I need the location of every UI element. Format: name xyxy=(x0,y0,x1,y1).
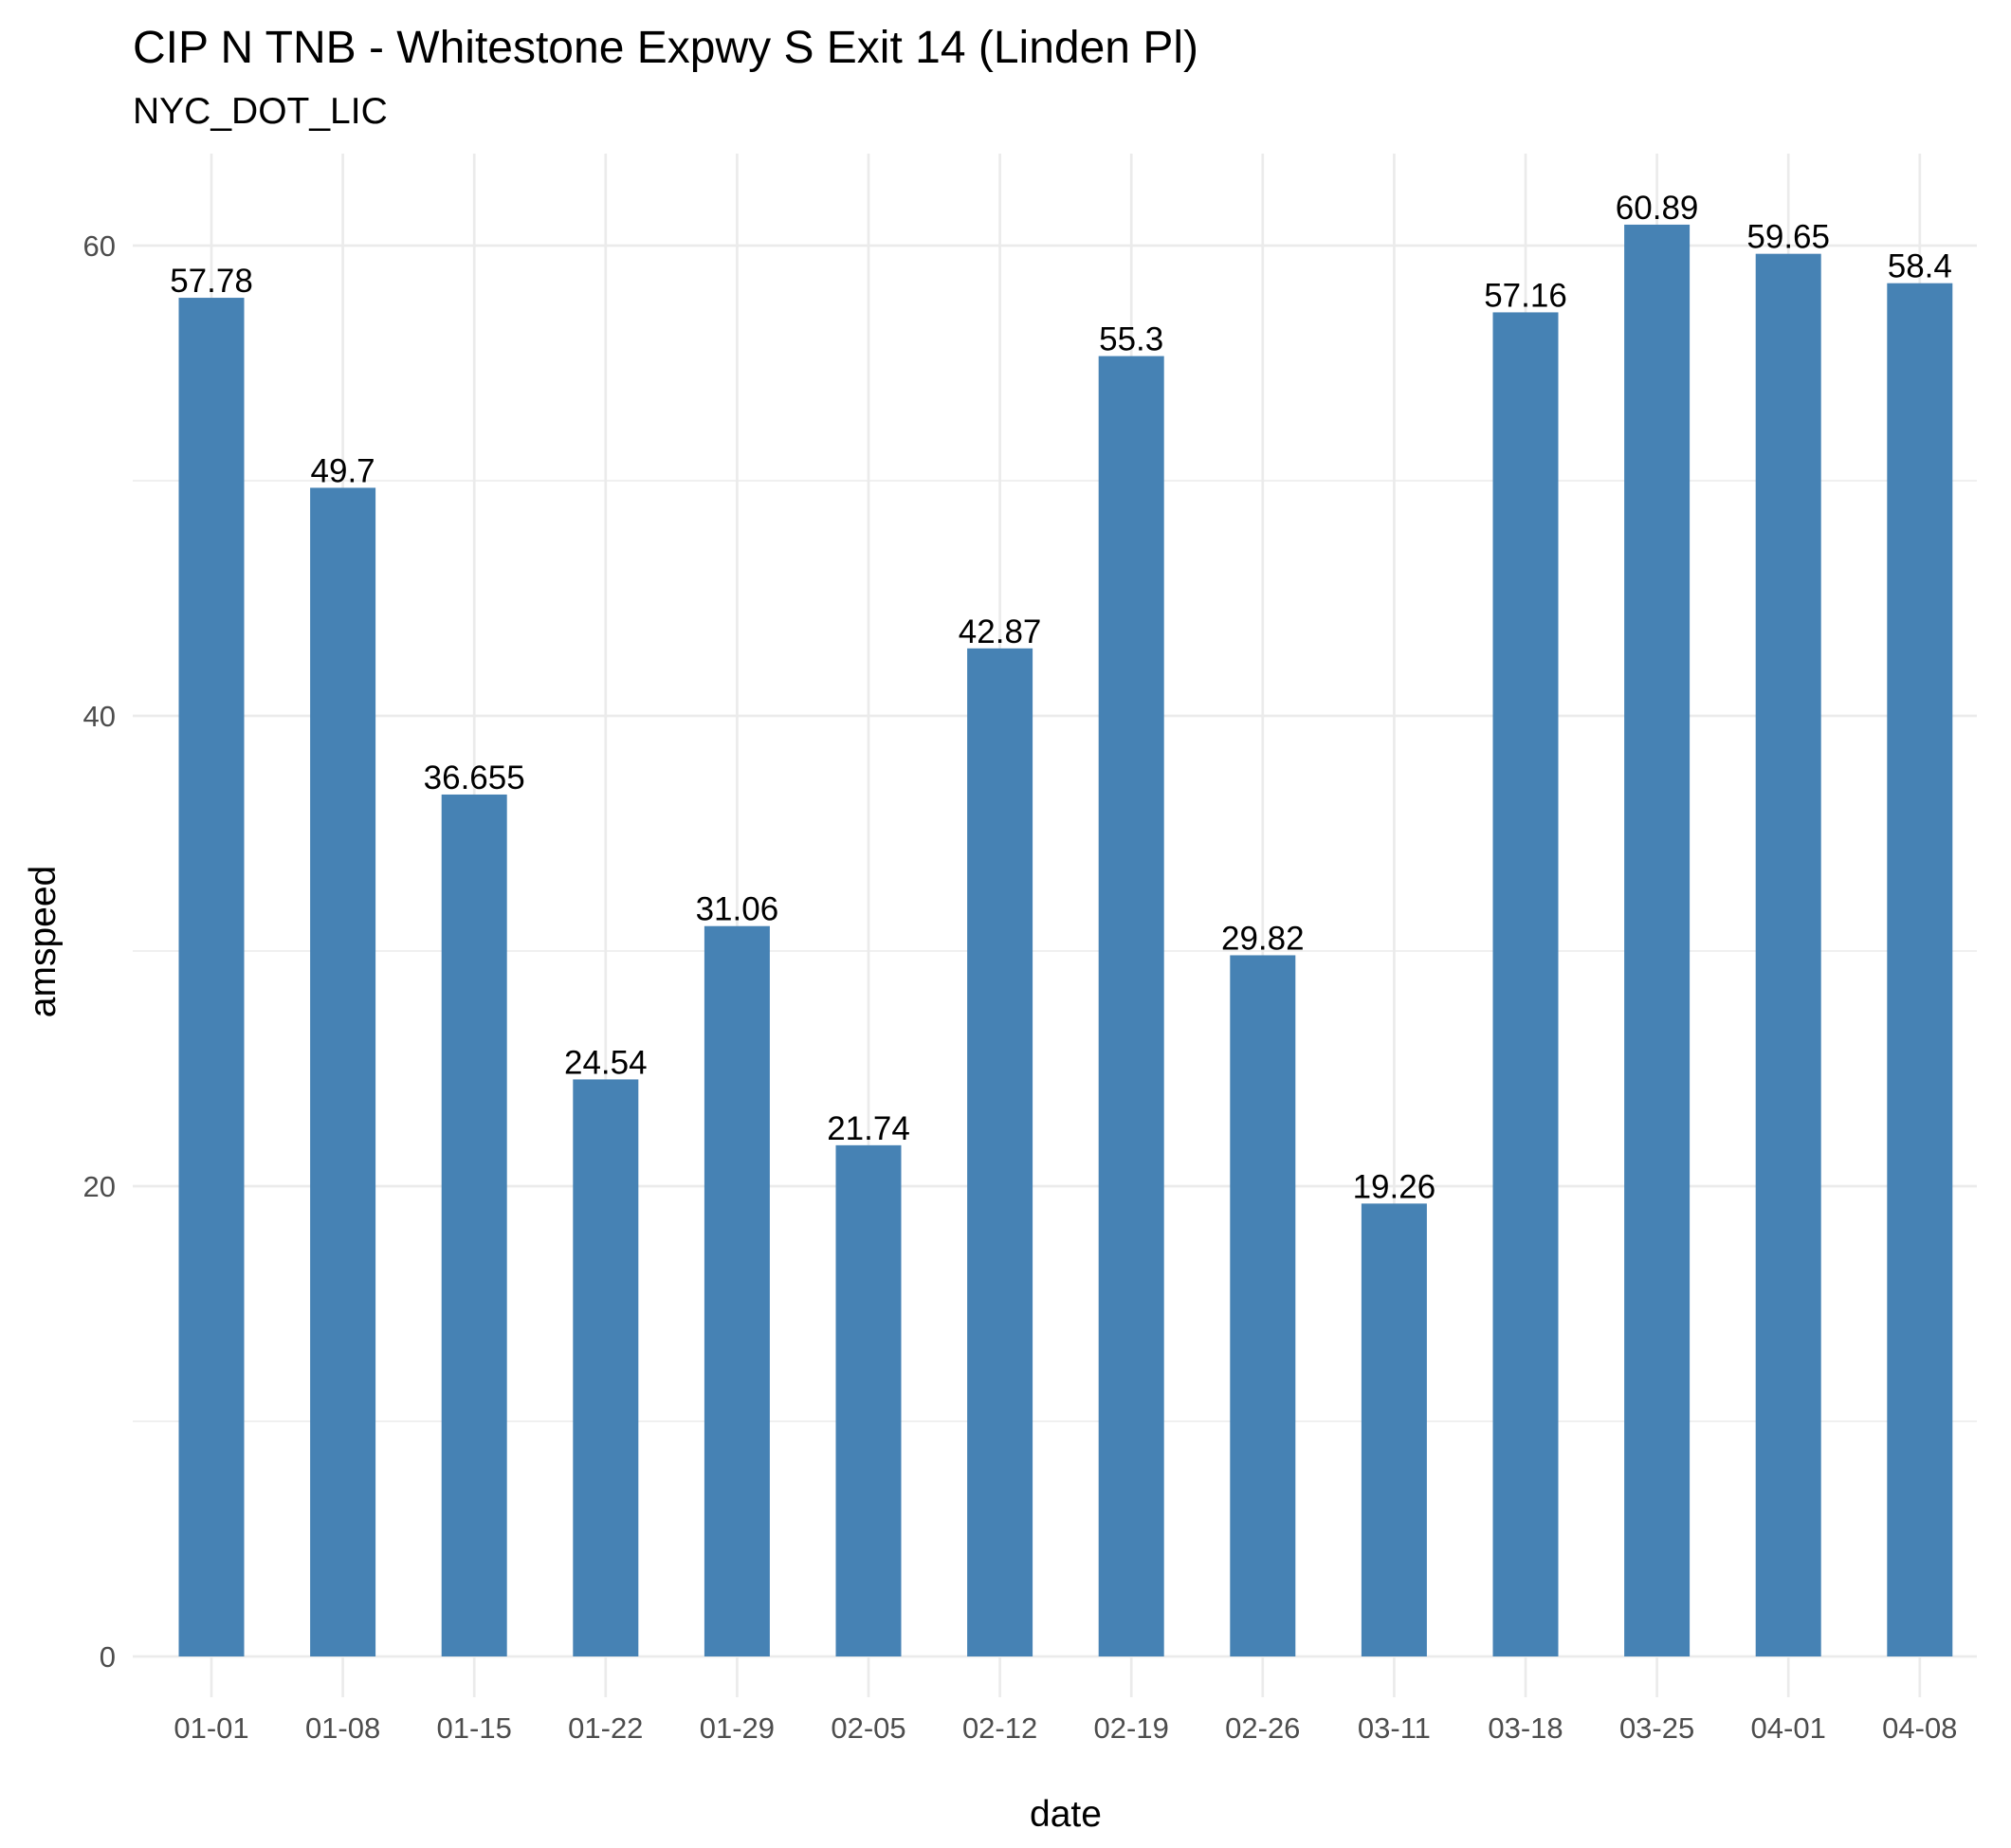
x-tick-label: 02-19 xyxy=(1094,1711,1169,1745)
x-tick-label: 01-01 xyxy=(174,1711,248,1745)
bar-02-19 xyxy=(1098,356,1164,1656)
x-tick-label: 02-26 xyxy=(1225,1711,1300,1745)
x-tick-label: 04-08 xyxy=(1882,1711,1957,1745)
data-label-02-05: 21.74 xyxy=(827,1110,910,1147)
x-tick-label: 01-29 xyxy=(700,1711,775,1745)
bar-03-18 xyxy=(1492,312,1559,1656)
data-label-03-11: 19.26 xyxy=(1353,1168,1436,1205)
bar-02-26 xyxy=(1230,955,1296,1656)
data-label-03-18: 57.16 xyxy=(1484,277,1567,314)
x-tick-label: 01-15 xyxy=(437,1711,512,1745)
y-tick-label: 0 xyxy=(100,1640,116,1674)
x-tick-label: 02-12 xyxy=(962,1711,1037,1745)
x-tick-label: 02-05 xyxy=(831,1711,905,1745)
data-label-01-29: 31.06 xyxy=(696,891,779,928)
bar-04-01 xyxy=(1755,253,1821,1657)
grid-lines xyxy=(133,154,1977,1697)
bar-02-12 xyxy=(967,648,1033,1656)
data-label-01-22: 24.54 xyxy=(564,1044,648,1081)
data-label-01-08: 49.7 xyxy=(311,452,375,489)
x-tick-label: 03-25 xyxy=(1619,1711,1694,1745)
chart-subtitle: NYC_DOT_LIC xyxy=(133,91,388,132)
y-axis-title: amspeed xyxy=(23,866,64,1017)
bar-04-08 xyxy=(1887,283,1953,1657)
bar-03-11 xyxy=(1361,1203,1427,1656)
x-tick-label: 03-11 xyxy=(1358,1711,1431,1745)
bar-01-22 xyxy=(573,1079,639,1656)
bar-01-29 xyxy=(704,925,770,1656)
chart-title: CIP N TNB - Whitestone Expwy S Exit 14 (… xyxy=(133,23,1198,73)
data-label-03-25: 60.89 xyxy=(1616,190,1699,227)
data-label-01-01: 57.78 xyxy=(170,263,253,300)
data-labels: 57.78 49.7 36.655 24.54 31.06 21.74 42.87 55.3 2… xyxy=(170,190,1952,1205)
x-tick-label: 03-18 xyxy=(1488,1711,1563,1745)
bar-01-08 xyxy=(310,487,376,1657)
data-label-02-26: 29.82 xyxy=(1221,920,1305,957)
data-label-04-08: 58.4 xyxy=(1888,248,1952,285)
x-tick-label: 01-08 xyxy=(305,1711,380,1745)
data-label-02-12: 42.87 xyxy=(959,613,1042,650)
y-axis-ticks: 0 20 40 60 xyxy=(83,229,116,1674)
bar-01-15 xyxy=(441,794,507,1656)
data-label-02-19: 55.3 xyxy=(1099,321,1163,358)
x-tick-label: 01-22 xyxy=(568,1711,643,1745)
bars xyxy=(178,224,1953,1657)
x-axis-ticks: 01-01 01-08 01-15 01-22 01-29 02-05 02-12 02-19… xyxy=(174,1711,1957,1745)
y-tick-label: 60 xyxy=(83,229,116,263)
y-tick-label: 20 xyxy=(83,1170,116,1203)
bar-02-05 xyxy=(835,1144,902,1656)
bar-03-25 xyxy=(1624,224,1691,1657)
data-label-01-15: 36.655 xyxy=(424,759,525,796)
y-tick-label: 40 xyxy=(83,700,116,733)
x-tick-label: 04-01 xyxy=(1751,1711,1826,1745)
data-label-04-01: 59.65 xyxy=(1746,219,1830,256)
x-axis-title: date xyxy=(1030,1794,1102,1835)
bar-01-01 xyxy=(178,298,245,1656)
